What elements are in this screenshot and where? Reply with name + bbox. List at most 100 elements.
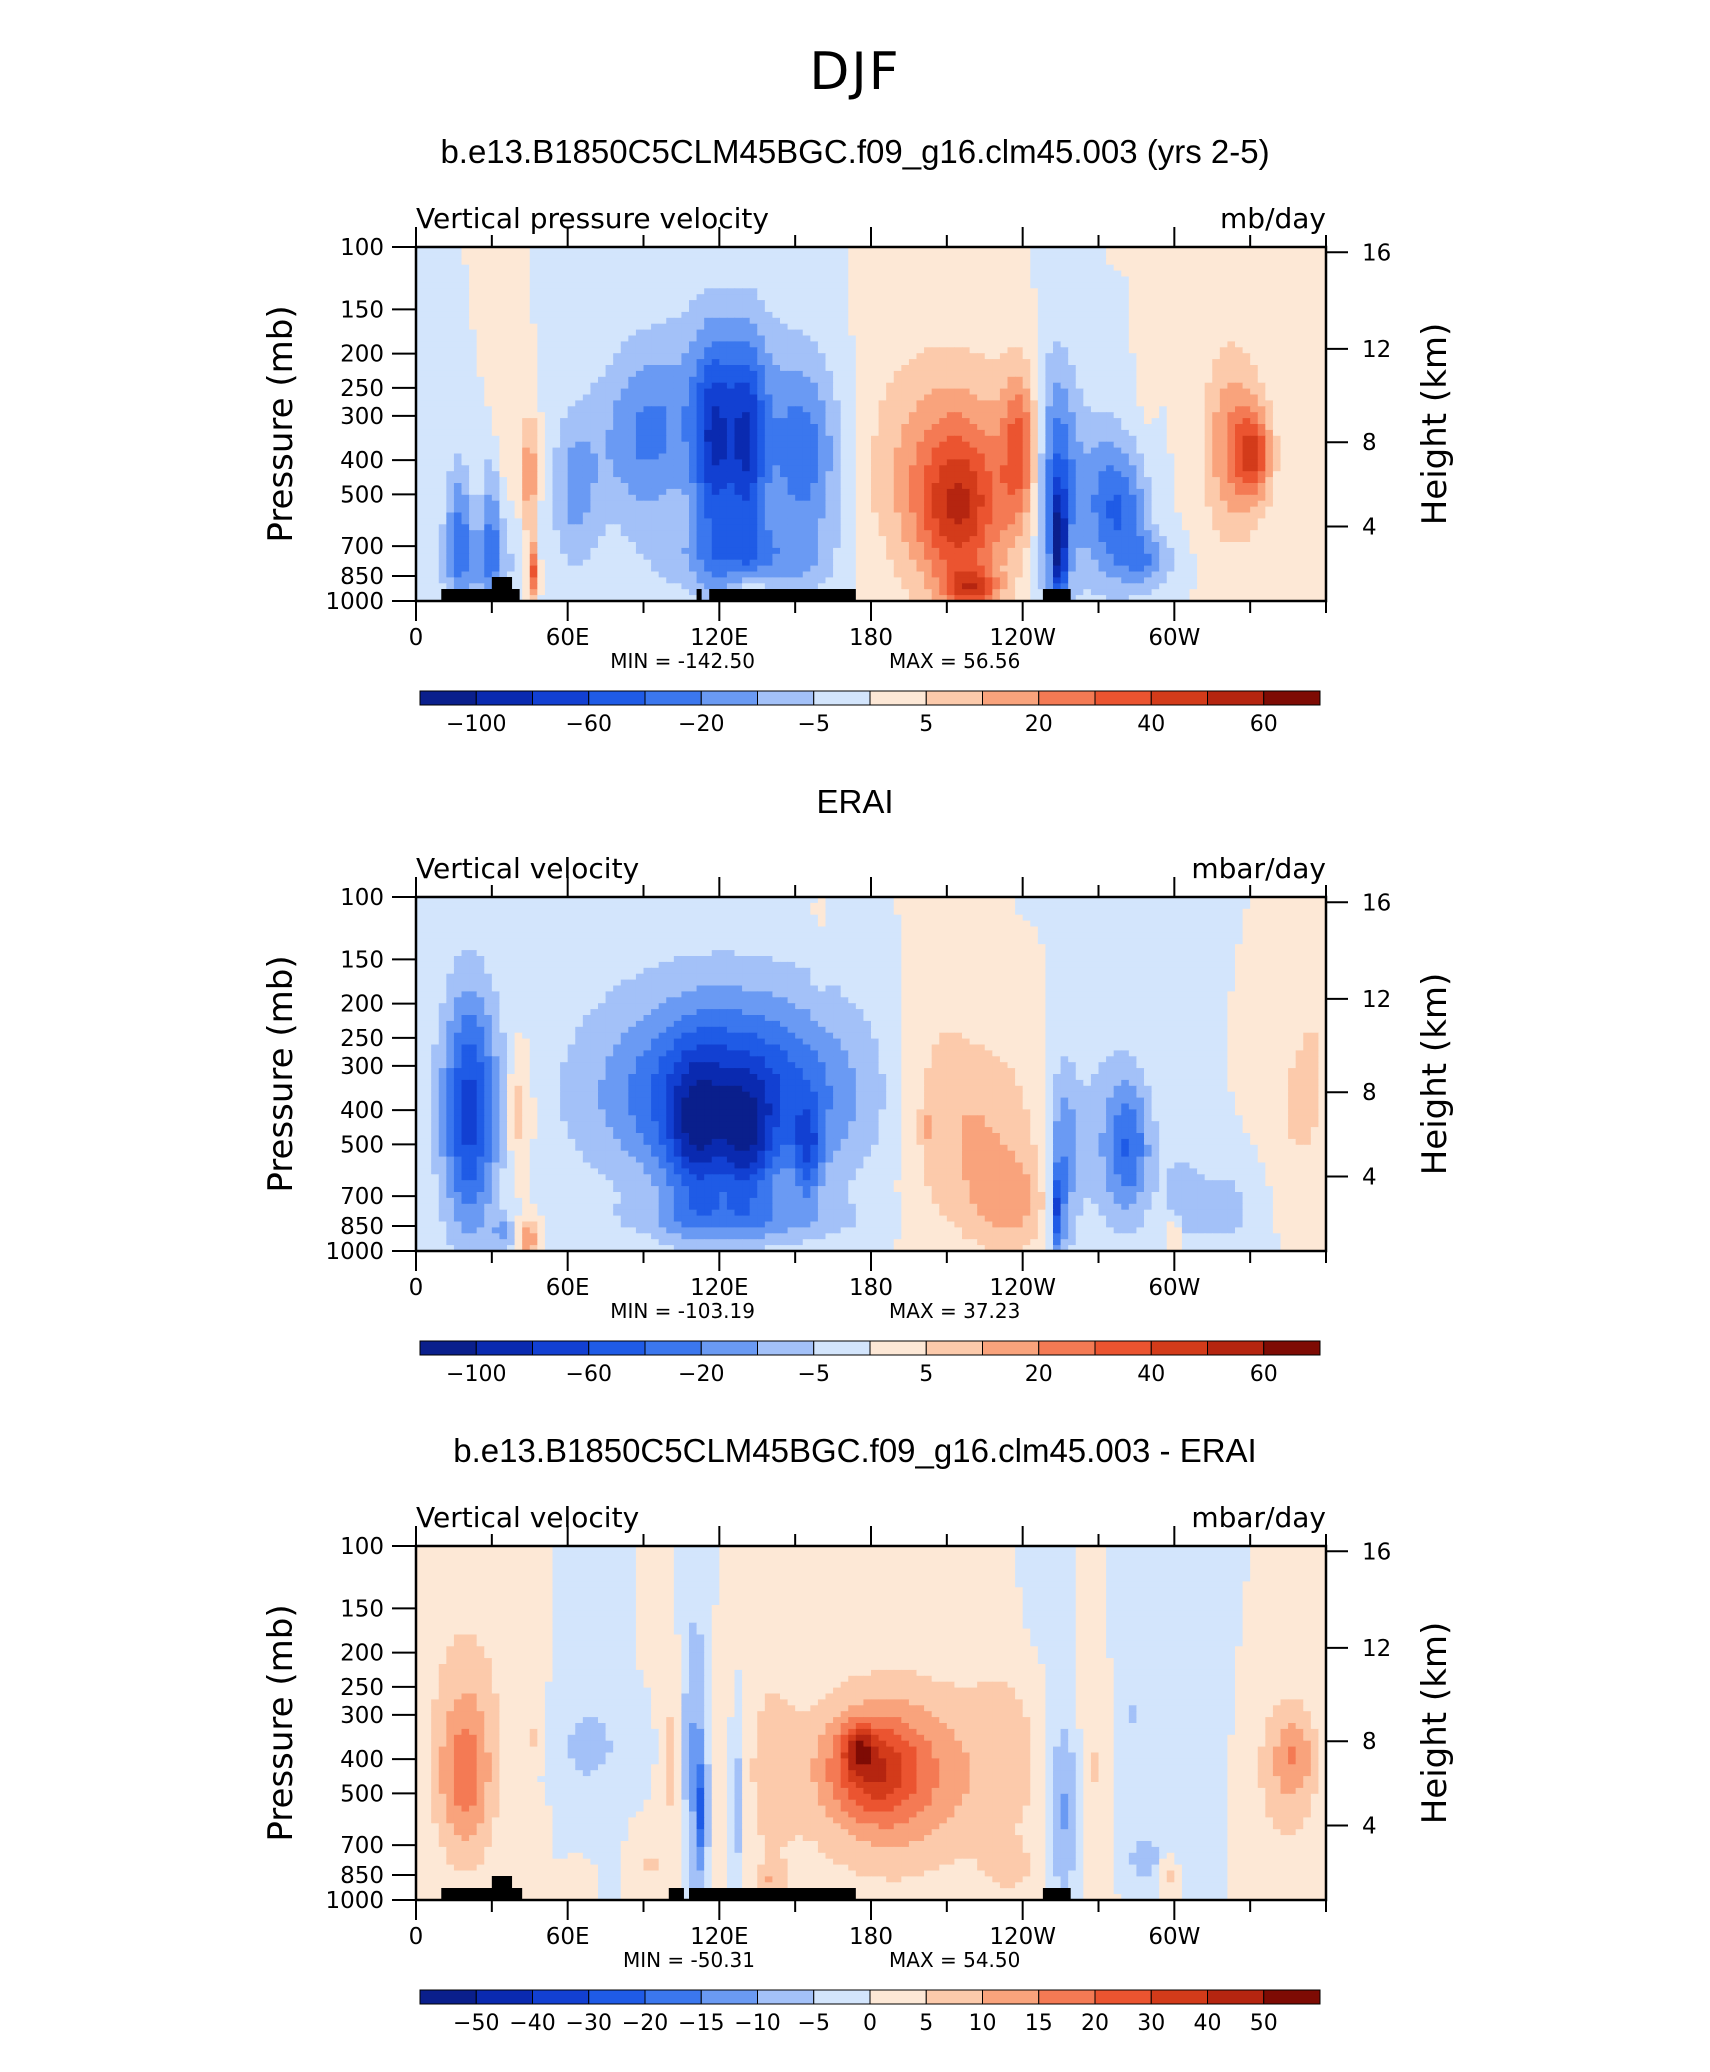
contour-cell <box>438 483 447 490</box>
contour-cell <box>863 424 872 431</box>
contour-cell <box>916 477 925 484</box>
contour-cell <box>1068 252 1077 260</box>
contour-cell <box>764 258 774 266</box>
contour-cell <box>598 288 607 295</box>
contour-cell <box>620 294 629 301</box>
contour-cell <box>696 424 705 431</box>
contour-cell <box>461 483 470 490</box>
contour-cell <box>552 341 561 348</box>
contour-cell <box>908 264 918 272</box>
contour-cell <box>552 282 561 289</box>
contour-cell <box>810 317 819 325</box>
contour-cell <box>651 311 660 319</box>
contour-cell <box>416 388 425 396</box>
contour-cell <box>1060 252 1069 260</box>
contour-cell <box>1106 311 1115 319</box>
contour-cell <box>484 465 493 472</box>
contour-cell <box>1288 477 1297 484</box>
contour-cell <box>757 335 766 342</box>
contour-cell <box>1272 394 1282 401</box>
contour-cell <box>1204 447 1213 455</box>
contour-cell <box>590 447 599 455</box>
contour-cell <box>689 394 698 401</box>
contour-cell <box>560 376 569 384</box>
contour-cell <box>499 335 508 342</box>
contour-cell <box>848 382 857 390</box>
contour-cell <box>764 453 774 460</box>
contour-cell <box>969 471 978 478</box>
contour-cell <box>1151 418 1160 425</box>
contour-cell <box>1121 294 1130 301</box>
contour-cell <box>749 370 758 378</box>
contour-cell <box>1318 264 1327 272</box>
contour-cell <box>1219 311 1229 319</box>
contour-cell <box>1166 418 1175 425</box>
contour-cell <box>787 382 796 390</box>
contour-cell <box>1174 483 1183 490</box>
contour-cell <box>886 471 895 478</box>
contour-cell <box>704 400 713 407</box>
contour-cell <box>1219 270 1229 278</box>
contour-cell <box>1136 306 1145 313</box>
contour-cell <box>514 359 523 366</box>
contour-cell <box>469 247 478 254</box>
contour-cell <box>1113 441 1122 449</box>
contour-cell <box>529 347 538 354</box>
contour-cell <box>1015 459 1024 466</box>
contour-cell <box>908 483 918 490</box>
contour-cell <box>962 353 971 360</box>
contour-cell <box>522 400 531 407</box>
contour-cell <box>886 412 895 419</box>
contour-cell <box>954 471 963 478</box>
contour-cell <box>567 376 576 384</box>
contour-cell <box>855 412 865 419</box>
contour-cell <box>1045 247 1054 254</box>
contour-cell <box>871 424 880 431</box>
contour-cell <box>863 400 872 407</box>
contour-cell <box>833 270 842 278</box>
contour-cell <box>886 370 895 378</box>
contour-cell <box>999 370 1009 378</box>
contour-cell <box>1197 424 1206 431</box>
contour-cell <box>1250 353 1259 360</box>
contour-cell <box>1030 453 1039 460</box>
contour-cell <box>984 317 993 325</box>
contour-cell <box>1060 435 1069 443</box>
contour-cell <box>1007 400 1016 407</box>
contour-cell <box>871 453 880 460</box>
contour-cell <box>1090 465 1100 472</box>
contour-cell <box>749 247 758 254</box>
contour-cell <box>1159 418 1168 425</box>
contour-cell <box>931 424 940 431</box>
contour-cell <box>476 335 485 342</box>
contour-cell <box>749 288 758 295</box>
contour-cell <box>999 311 1009 319</box>
contour-cell <box>1098 359 1107 366</box>
contour-cell <box>1310 465 1320 472</box>
contour-cell <box>1098 471 1107 478</box>
contour-cell <box>491 252 501 260</box>
contour-cell <box>1204 376 1213 384</box>
contour-cell <box>719 418 728 425</box>
contour-cell <box>977 317 986 325</box>
contour-cell <box>1030 335 1039 342</box>
contour-cell <box>1174 247 1183 254</box>
contour-cell <box>946 276 956 283</box>
contour-cell <box>886 376 895 384</box>
contour-cell <box>1159 465 1168 472</box>
contour-cell <box>1280 412 1289 419</box>
contour-cell <box>666 400 675 407</box>
contour-cell <box>1250 394 1259 401</box>
contour-cell <box>605 247 614 254</box>
contour-cell <box>1272 447 1282 455</box>
contour-cell <box>651 477 660 484</box>
contour-cell <box>628 288 637 295</box>
contour-cell <box>734 300 743 307</box>
contour-cell <box>522 282 531 289</box>
contour-cell <box>590 471 599 478</box>
contour-cell <box>689 341 698 348</box>
contour-cell <box>954 311 963 319</box>
contour-cell <box>1318 400 1327 407</box>
contour-cell <box>416 370 425 378</box>
contour-cell <box>620 471 629 478</box>
